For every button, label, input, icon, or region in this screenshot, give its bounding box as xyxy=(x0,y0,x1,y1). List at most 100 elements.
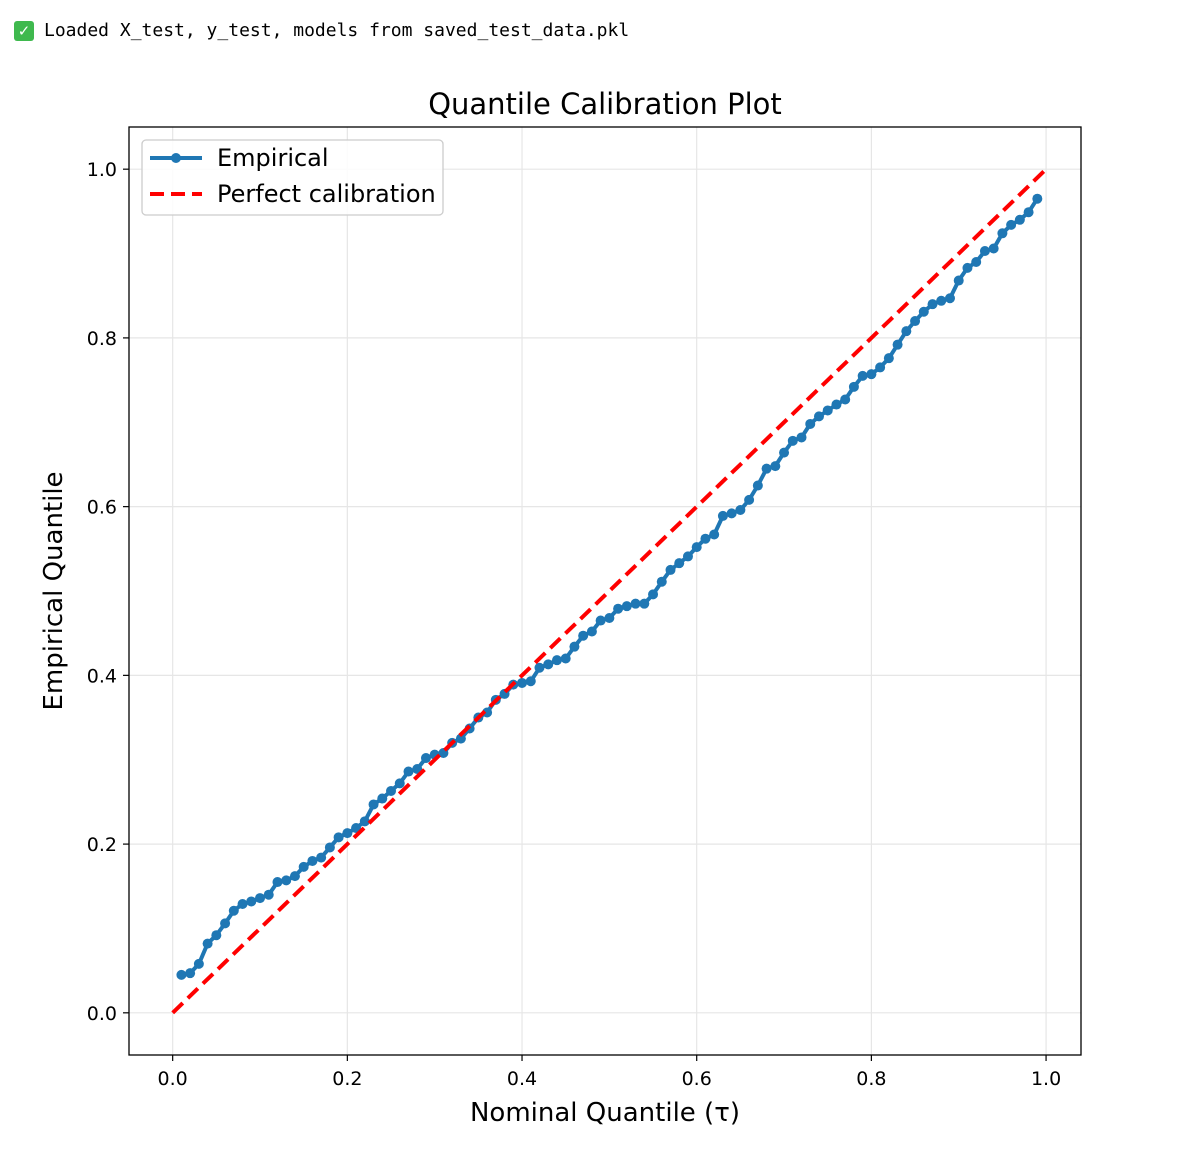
data-point xyxy=(674,558,685,569)
x-tick-label: 0.2 xyxy=(332,1068,362,1090)
data-point xyxy=(394,778,405,789)
data-point xyxy=(787,435,798,446)
series-perfect-calibration xyxy=(171,167,1048,1015)
data-point xyxy=(368,799,379,810)
data-point xyxy=(386,785,397,796)
data-point xyxy=(255,893,266,904)
data-point xyxy=(569,641,580,652)
data-point xyxy=(682,551,693,562)
data-point xyxy=(717,510,728,521)
data-point xyxy=(359,816,370,827)
data-point xyxy=(665,564,676,575)
y-tick-label: 1.0 xyxy=(87,159,117,181)
data-point xyxy=(988,243,999,254)
data-point xyxy=(962,262,973,273)
data-point xyxy=(517,677,528,688)
data-point xyxy=(831,399,842,410)
ticks: 0.0 0.2 0.4 0.6 0.8 1.0 0.0 0.2 0.4 0.6 0.8 1.0 xyxy=(87,159,1061,1090)
x-tick-label: 1.0 xyxy=(1031,1068,1061,1090)
data-point xyxy=(779,447,790,458)
series-empirical xyxy=(176,193,1043,980)
data-point xyxy=(342,828,353,839)
data-point xyxy=(193,958,204,969)
data-point xyxy=(202,938,213,949)
legend-box xyxy=(141,139,444,216)
x-tick-label: 0.8 xyxy=(856,1068,886,1090)
data-point xyxy=(709,529,720,540)
y-tick-label: 0.2 xyxy=(87,834,117,856)
data-point xyxy=(813,411,824,422)
data-point xyxy=(237,898,248,909)
data-point xyxy=(796,432,807,443)
data-point xyxy=(543,659,554,670)
data-point xyxy=(272,877,283,888)
data-point xyxy=(289,871,300,882)
legend: Empirical Perfect calibration xyxy=(141,139,444,216)
x-axis-label: Nominal Quantile (τ) xyxy=(470,1098,740,1128)
data-point xyxy=(997,228,1008,239)
data-point xyxy=(910,316,921,327)
data-point xyxy=(735,505,746,516)
data-point xyxy=(656,576,667,587)
x-tick-label: 0.4 xyxy=(507,1068,537,1090)
data-point xyxy=(551,655,562,666)
data-point xyxy=(875,362,886,373)
data-point xyxy=(971,256,982,267)
data-point xyxy=(1006,219,1017,230)
data-point xyxy=(211,930,222,941)
y-axis-label: Empirical Quantile xyxy=(39,471,69,710)
y-tick-label: 0.6 xyxy=(87,497,117,519)
data-point xyxy=(377,793,388,804)
data-point xyxy=(455,733,466,744)
legend-label-empirical: Empirical xyxy=(217,144,329,172)
data-point xyxy=(420,753,431,764)
data-point xyxy=(927,299,938,310)
legend-label-perfect-calibration: Perfect calibration xyxy=(217,180,436,208)
data-point xyxy=(944,293,955,304)
data-point xyxy=(307,855,318,866)
data-point xyxy=(866,369,877,380)
data-point xyxy=(761,463,772,474)
data-point xyxy=(822,405,833,416)
data-point xyxy=(333,832,344,843)
y-tick-label: 0.8 xyxy=(87,328,117,350)
data-point xyxy=(691,542,702,553)
data-point xyxy=(246,896,257,907)
data-point xyxy=(639,598,650,609)
data-point xyxy=(883,353,894,364)
data-point xyxy=(918,306,929,317)
data-point xyxy=(848,381,859,392)
data-point xyxy=(648,589,659,600)
data-point xyxy=(901,326,912,337)
chart-title: Quantile Calibration Plot xyxy=(428,87,782,121)
legend-marker-empirical xyxy=(171,153,181,163)
output-log-line: ✓ Loaded X_test, y_test, models from sav… xyxy=(14,20,629,41)
data-point xyxy=(752,480,763,491)
data-point xyxy=(1032,193,1043,204)
data-point xyxy=(1023,207,1034,218)
data-point xyxy=(953,275,964,286)
output-message: Loaded X_test, y_test, models from saved… xyxy=(44,20,630,41)
x-tick-label: 0.6 xyxy=(682,1068,712,1090)
data-point xyxy=(316,852,327,863)
data-point xyxy=(525,676,536,687)
data-point xyxy=(700,533,711,544)
data-point xyxy=(228,905,239,916)
data-point xyxy=(726,508,737,519)
data-point xyxy=(595,615,606,626)
y-tick-label: 0.0 xyxy=(87,1003,117,1025)
data-point xyxy=(185,968,196,979)
data-point xyxy=(1014,214,1025,225)
data-point xyxy=(979,246,990,257)
data-point xyxy=(324,842,335,853)
x-tick-label: 0.0 xyxy=(158,1068,188,1090)
data-point xyxy=(586,626,597,637)
data-point xyxy=(281,875,292,886)
series-layer xyxy=(171,167,1048,1015)
data-point xyxy=(560,653,571,664)
data-point xyxy=(630,598,641,609)
data-point xyxy=(744,494,755,505)
plot-frame xyxy=(128,126,1082,1056)
data-point xyxy=(936,295,947,306)
